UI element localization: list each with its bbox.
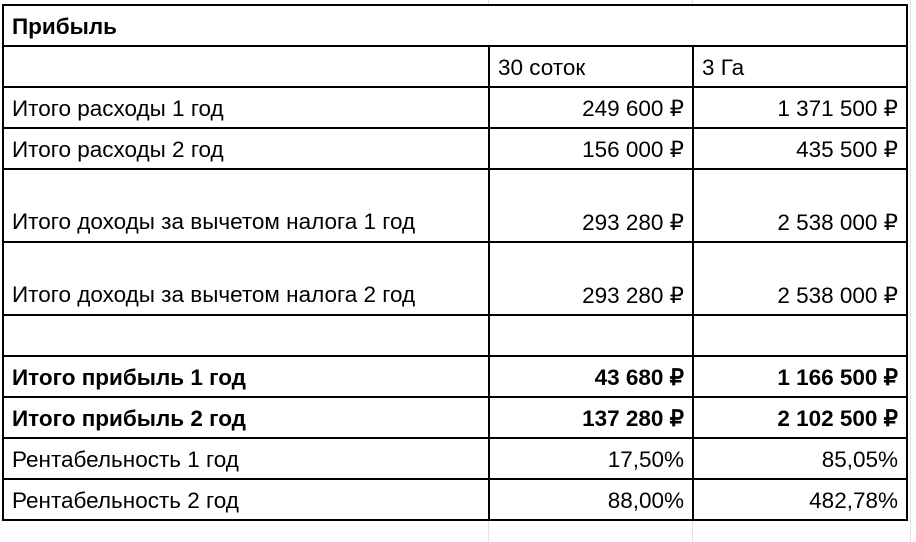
cell-30-sotok[interactable]: 249 600 ₽ xyxy=(488,86,694,129)
table-row: Итого доходы за вычетом налога 1 год 293… xyxy=(2,168,908,243)
row-label[interactable]: Итого расходы 1 год xyxy=(2,86,490,129)
table-row: Рентабельность 2 год 88,00% 482,78% xyxy=(2,478,908,521)
cell-3-ga[interactable]: 2 538 000 ₽ xyxy=(692,168,908,243)
cell-3-ga[interactable]: 1 371 500 ₽ xyxy=(692,86,908,129)
header-cell-empty[interactable] xyxy=(2,45,490,88)
cell-3-ga[interactable]: 435 500 ₽ xyxy=(692,127,908,170)
row-label[interactable]: Итого прибыль 1 год xyxy=(2,355,490,398)
table-row: Итого расходы 2 год 156 000 ₽ 435 500 ₽ xyxy=(2,127,908,170)
row-label[interactable]: Рентабельность 2 год xyxy=(2,478,490,521)
row-label[interactable]: Итого расходы 2 год xyxy=(2,127,490,170)
cell-30-sotok[interactable]: 88,00% xyxy=(488,478,694,521)
empty-row xyxy=(2,314,908,357)
table-row: Итого прибыль 1 год 43 680 ₽ 1 166 500 ₽ xyxy=(2,355,908,398)
cell-30-sotok[interactable] xyxy=(488,314,694,357)
table-title[interactable]: Прибыль xyxy=(2,4,908,47)
cell-30-sotok[interactable]: 137 280 ₽ xyxy=(488,396,694,439)
cell-3-ga[interactable]: 85,05% xyxy=(692,437,908,480)
header-cell-30-sotok[interactable]: 30 соток xyxy=(488,45,694,88)
row-label[interactable]: Итого доходы за вычетом налога 1 год xyxy=(2,168,490,243)
cell-30-sotok[interactable]: 156 000 ₽ xyxy=(488,127,694,170)
gridline xyxy=(910,0,911,542)
title-row: Прибыль xyxy=(2,4,908,47)
cell-3-ga[interactable] xyxy=(692,314,908,357)
cell-30-sotok[interactable]: 17,50% xyxy=(488,437,694,480)
cell-30-sotok[interactable]: 293 280 ₽ xyxy=(488,241,694,316)
profit-table: Прибыль 30 соток 3 Га Итого расходы 1 го… xyxy=(2,4,908,521)
table-row: Итого расходы 1 год 249 600 ₽ 1 371 500 … xyxy=(2,86,908,129)
cell-30-sotok[interactable]: 43 680 ₽ xyxy=(488,355,694,398)
cell-3-ga[interactable]: 1 166 500 ₽ xyxy=(692,355,908,398)
cell-3-ga[interactable]: 2 102 500 ₽ xyxy=(692,396,908,439)
header-cell-3-ga[interactable]: 3 Га xyxy=(692,45,908,88)
row-label[interactable]: Рентабельность 1 год xyxy=(2,437,490,480)
cell-3-ga[interactable]: 482,78% xyxy=(692,478,908,521)
table-row: Итого доходы за вычетом налога 2 год 293… xyxy=(2,241,908,316)
cell-3-ga[interactable]: 2 538 000 ₽ xyxy=(692,241,908,316)
cell-30-sotok[interactable]: 293 280 ₽ xyxy=(488,168,694,243)
table-row: Итого прибыль 2 год 137 280 ₽ 2 102 500 … xyxy=(2,396,908,439)
table-row: Рентабельность 1 год 17,50% 85,05% xyxy=(2,437,908,480)
row-label[interactable] xyxy=(2,314,490,357)
row-label[interactable]: Итого прибыль 2 год xyxy=(2,396,490,439)
header-row: 30 соток 3 Га xyxy=(2,45,908,88)
row-label[interactable]: Итого доходы за вычетом налога 2 год xyxy=(2,241,490,316)
